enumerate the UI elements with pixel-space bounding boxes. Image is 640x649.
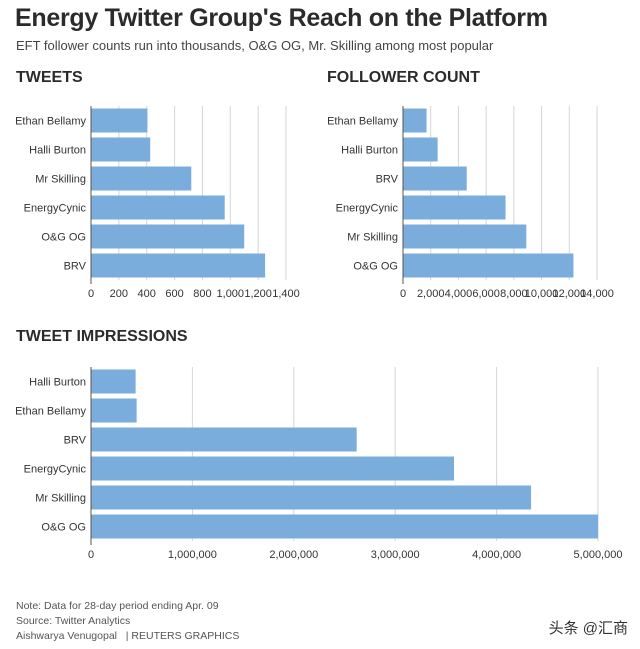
bar — [91, 427, 357, 452]
tick-label: 600 — [165, 288, 183, 300]
bar — [403, 137, 438, 162]
tweets-bar-chart: Ethan Bellamy Halli Burton Mr Skilling Ener… — [15, 106, 300, 300]
category-label: Mr Skilling — [35, 493, 86, 505]
category-label: EnergyCynic — [24, 203, 87, 215]
category-label: Halli Burton — [29, 145, 86, 157]
tweet-impressions-bar-chart: Halli Burton Ethan Bellamy BRV EnergyCynic M… — [15, 367, 623, 561]
impressions-chart-title: TWEET IMPRESSIONS — [16, 328, 188, 345]
category-label: BRV — [376, 174, 399, 186]
bar — [403, 224, 527, 249]
bar — [403, 253, 574, 278]
tick-label: 14,000 — [580, 288, 614, 300]
bar — [91, 253, 266, 278]
category-label: BRV — [64, 261, 87, 273]
tick-label: 6,000 — [472, 288, 500, 300]
footer-source: Source: Twitter Analytics — [16, 615, 131, 627]
category-label: O&G OG — [353, 261, 398, 273]
tick-label: 2,000,000 — [269, 549, 318, 561]
category-label: Ethan Bellamy — [15, 406, 86, 418]
category-label: BRV — [64, 435, 87, 447]
tick-label: 1,400 — [272, 288, 300, 300]
tick-label: 1,000 — [217, 288, 245, 300]
bar — [91, 369, 136, 394]
tick-label: 4,000 — [445, 288, 473, 300]
footer-credit: | REUTERS GRAPHICS — [125, 630, 240, 642]
bar — [91, 398, 137, 423]
bar — [91, 514, 598, 539]
tick-label: 2,000 — [417, 288, 445, 300]
tick-label: 8,000 — [500, 288, 528, 300]
watermark: 头条 @汇商 — [548, 620, 628, 637]
tick-label: 200 — [110, 288, 128, 300]
follower-chart-title: FOLLOWER COUNT — [327, 69, 480, 86]
category-label: Halli Burton — [341, 145, 398, 157]
tick-label: 0 — [88, 549, 94, 561]
page-title: Energy Twitter Group's Reach on the Plat… — [15, 4, 548, 32]
tick-label: 5,000,000 — [574, 549, 623, 561]
bar — [91, 166, 192, 191]
tick-label: 3,000,000 — [371, 549, 420, 561]
tweets-chart-title: TWEETS — [16, 69, 83, 86]
tick-label: 800 — [193, 288, 211, 300]
tick-label: 4,000,000 — [472, 549, 521, 561]
footer-author: Aishwarya Venugopal — [16, 630, 117, 642]
category-label: Mr Skilling — [35, 174, 86, 186]
tick-label: 1,200 — [244, 288, 272, 300]
bar — [91, 195, 225, 220]
bar — [91, 224, 245, 249]
page-subtitle: EFT follower counts run into thousands, … — [16, 38, 494, 53]
tick-label: 0 — [88, 288, 94, 300]
bar — [91, 108, 148, 133]
category-label: EnergyCynic — [24, 464, 87, 476]
bar — [403, 195, 506, 220]
tick-label: 12,000 — [552, 288, 586, 300]
bar — [91, 456, 455, 481]
bar — [91, 485, 532, 510]
bar — [403, 108, 427, 133]
follower-count-bar-chart: Ethan Bellamy Halli Burton BRV EnergyCynic M… — [327, 106, 614, 300]
tick-label: 0 — [400, 288, 406, 300]
tick-label: 1,000,000 — [168, 549, 217, 561]
category-label: Ethan Bellamy — [15, 116, 86, 128]
footer-byline: Aishwarya Venugopal | REUTERS GRAPHICS — [16, 630, 239, 642]
category-label: EnergyCynic — [336, 203, 399, 215]
bar — [91, 137, 151, 162]
category-label: Halli Burton — [29, 377, 86, 389]
category-label: O&G OG — [41, 232, 86, 244]
tick-label: 10,000 — [525, 288, 559, 300]
category-label: Mr Skilling — [347, 232, 398, 244]
category-label: O&G OG — [41, 522, 86, 534]
category-label: Ethan Bellamy — [327, 116, 398, 128]
bar — [403, 166, 467, 191]
footer-note: Note: Data for 28-day period ending Apr.… — [16, 600, 219, 612]
tick-label: 400 — [138, 288, 156, 300]
